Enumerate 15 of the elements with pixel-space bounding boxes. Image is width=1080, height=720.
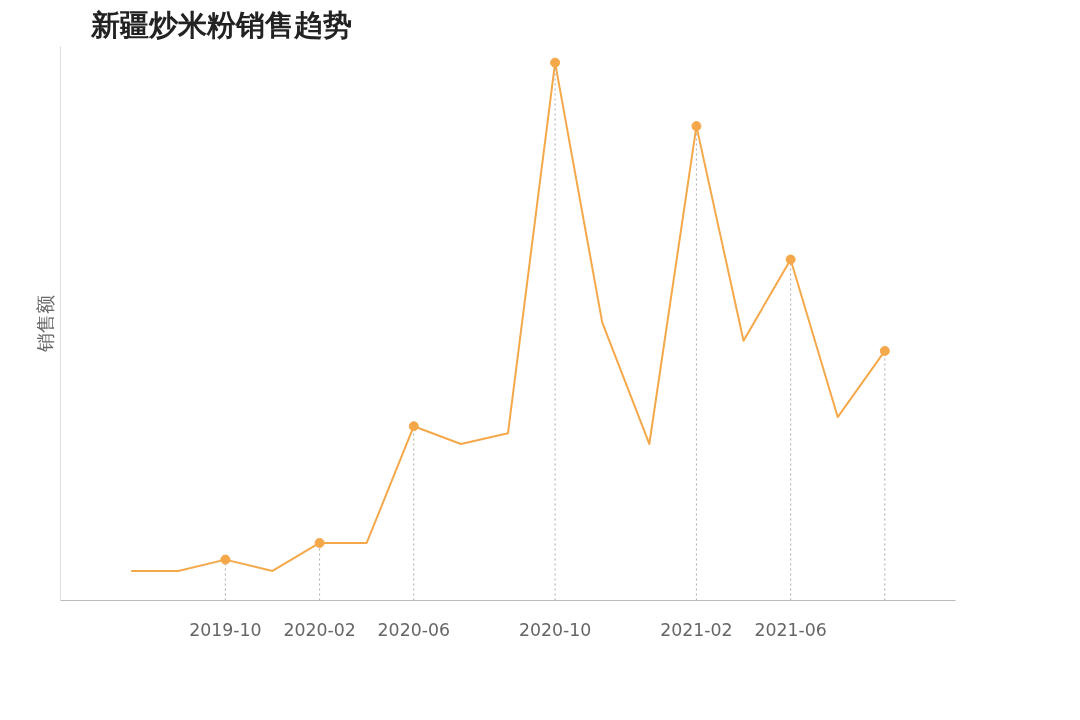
point [220, 554, 231, 565]
x-tick-label: 2020-02 [283, 619, 356, 640]
x-tick-label: 2021-02 [660, 619, 733, 640]
chart-title: 新疆炒米粉销售趋势 [89, 7, 352, 42]
x-tick-label: 2021-06 [754, 619, 827, 640]
point [785, 254, 796, 265]
point [691, 121, 702, 132]
x-tick-label: 2020-10 [518, 619, 592, 640]
point [408, 421, 419, 432]
point [314, 537, 325, 548]
point [550, 57, 561, 68]
y-axis-title: 销售额 [34, 295, 56, 353]
x-tick-label: 2019-10 [189, 619, 262, 640]
x-tick-label: 2020-06 [377, 619, 450, 640]
point [879, 345, 890, 356]
